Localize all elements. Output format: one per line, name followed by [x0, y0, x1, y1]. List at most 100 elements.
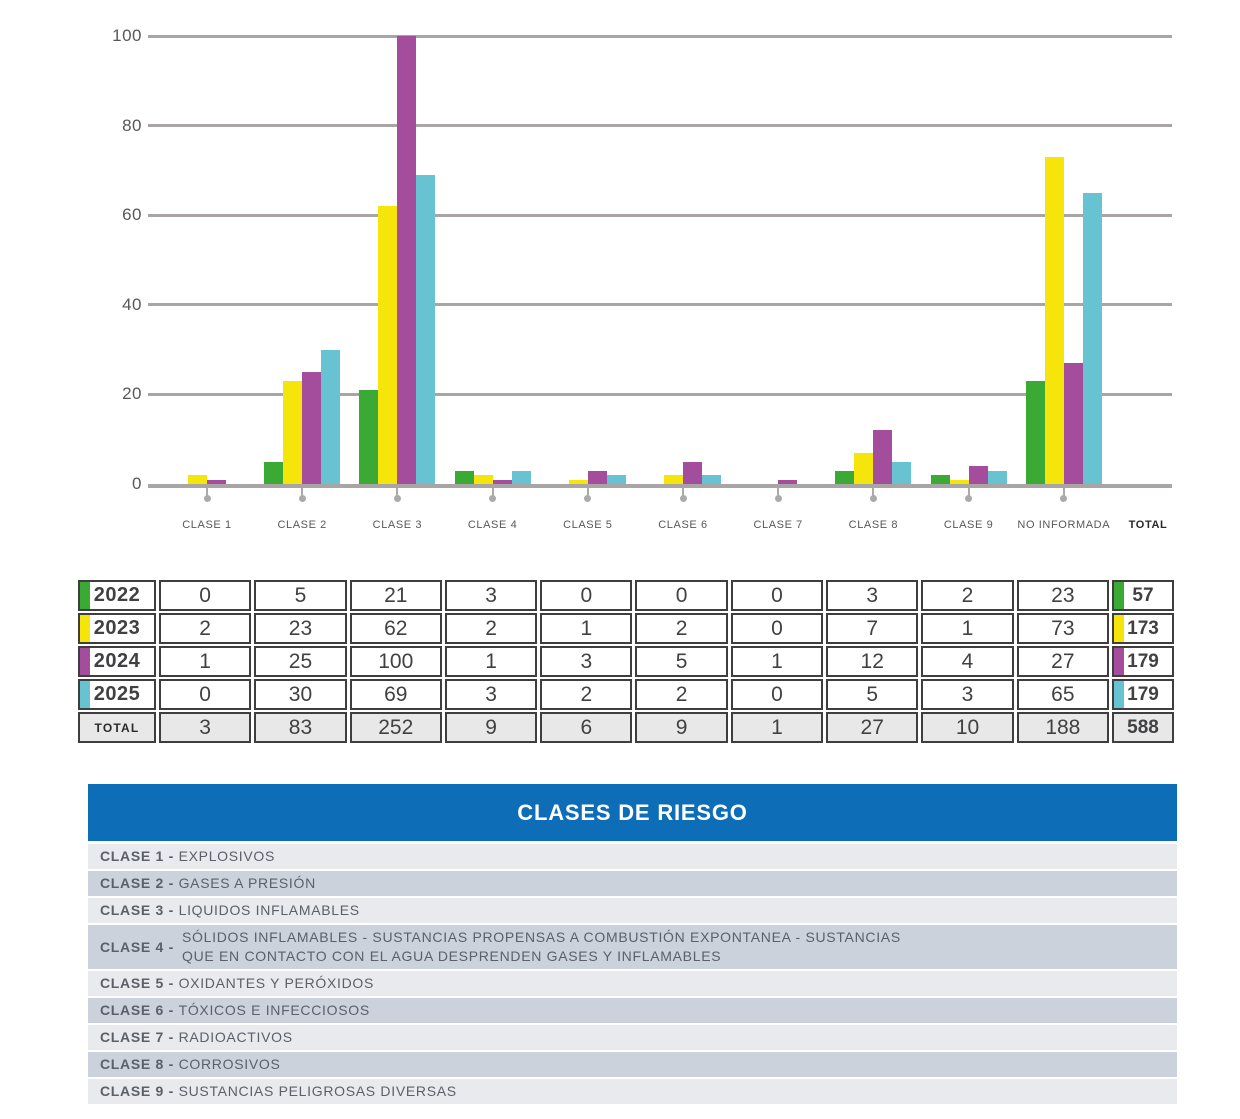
- legend-item-text: EXPLOSIVOS: [178, 848, 276, 864]
- x-axis-category-label: CLASE 3: [372, 519, 423, 531]
- legend-item: CLASE 9 - SUSTANCIAS PELIGROSAS DIVERSAS: [88, 1079, 1177, 1104]
- y-axis-tick-label: 100: [112, 26, 142, 45]
- y-axis-tick-label: 40: [122, 294, 142, 314]
- bar-2024-clase-2: [302, 372, 322, 484]
- bar-2025-no-informada: [1082, 192, 1102, 484]
- table-row-2023: 2023 2 23 62 2 1 2 0 7 1 73 173: [78, 613, 1174, 644]
- axis-tick-pin-dot: [1060, 495, 1068, 502]
- axis-tick-pin-dot: [393, 495, 401, 502]
- table-cell: 1: [730, 646, 824, 677]
- legend-item-label: CLASE 9 -: [100, 1083, 179, 1099]
- table-cell: 0: [159, 580, 252, 611]
- axis-tick-pin: [491, 487, 494, 497]
- bar-2025-clase-2: [321, 349, 341, 484]
- table-cell: 188: [1016, 712, 1109, 743]
- series-color-swatch: [1114, 681, 1124, 708]
- axis-tick-pin: [586, 487, 589, 497]
- axis-tick-pin-dot: [203, 495, 211, 502]
- row-header-label: 2022: [93, 584, 141, 606]
- bar-2023-clase-9: [949, 479, 969, 484]
- row-header-cell: 2024: [78, 646, 156, 677]
- bar-2022-no-informada: [1025, 380, 1045, 484]
- legend-item: CLASE 2 - GASES A PRESIÓN: [88, 871, 1177, 896]
- table-cell: 83: [254, 712, 347, 743]
- bar-2024-no-informada: [1063, 363, 1083, 484]
- axis-tick-pin-dot: [774, 495, 782, 502]
- table-cell: 3: [444, 679, 538, 710]
- bar-2023-clase-6: [664, 475, 683, 484]
- legend-item-text-line: SÓLIDOS INFLAMABLES - SUSTANCIAS PROPENS…: [181, 929, 901, 945]
- bar-2022-clase-3: [359, 389, 379, 484]
- table-cell: 0: [635, 580, 728, 611]
- axis-tick-pin: [682, 487, 684, 497]
- table-cell: 27: [826, 712, 919, 743]
- axis-tick-pin: [206, 487, 208, 497]
- axis-tick-pin-dot: [298, 495, 306, 502]
- table-cell: 6: [540, 712, 633, 743]
- bar-chart: 0 20 40 60 80 100 CLASE 1 CLASE 2 CLASE 3 CLASE 4…: [112, 26, 1172, 531]
- gridline-20: [148, 392, 1172, 396]
- gridline-100: [148, 34, 1172, 38]
- x-axis-category-label: CLASE 5: [563, 519, 613, 531]
- axis-tick-pin: [1062, 487, 1065, 497]
- gridline-40: [148, 303, 1172, 307]
- risk-classes-legend: CLASES DE RIESGO CLASE 1 - EXPLOSIVOS CLA…: [88, 784, 1177, 1106]
- row-header-cell: 2023: [78, 613, 156, 644]
- legend-rows: CLASE 1 - EXPLOSIVOS CLASE 2 - GASES A PR…: [88, 844, 1177, 1104]
- x-axis-category-label: CLASE 1: [182, 519, 232, 531]
- table-cell: 2: [159, 613, 252, 644]
- table-cell: 73: [1016, 613, 1109, 644]
- bar-2022-clase-9: [930, 475, 950, 484]
- legend-item-text: LIQUIDOS INFLAMABLES: [178, 902, 360, 918]
- bar-2023-clase-1: [188, 475, 207, 484]
- x-axis-category-label: CLASE 7: [753, 519, 803, 531]
- table-cell: 9: [444, 712, 538, 743]
- y-axis-tick-label: 80: [122, 115, 142, 135]
- table-cell: 69: [349, 679, 442, 710]
- bar-2025-clase-5: [606, 475, 626, 484]
- axis-tick-pin-dot: [679, 495, 687, 502]
- table-cell: 27: [1016, 646, 1109, 677]
- table-cell: 3: [159, 712, 252, 743]
- table-cell: 21: [349, 580, 442, 611]
- bar-2025-clase-3: [416, 174, 436, 484]
- legend-item-label: CLASE 8 -: [100, 1056, 179, 1072]
- legend-item-text: OXIDANTES Y PERÓXIDOS: [178, 975, 375, 991]
- table-row-total: TOTAL 3 83 252 9 6 9 1 27 10 188 588: [78, 712, 1174, 743]
- table-cell: 1: [444, 646, 538, 677]
- x-axis-category-label: CLASE 2: [277, 519, 327, 531]
- gridline-60: [148, 213, 1172, 217]
- legend-item-text-line: QUE EN CONTACTO CON EL AGUA DESPRENDEN G…: [181, 948, 722, 964]
- legend-item: CLASE 7 - RADIOACTIVOS: [88, 1025, 1177, 1050]
- table-cell: 1: [540, 613, 633, 644]
- legend-item-text: TÓXICOS E INFECCIOSOS: [178, 1002, 370, 1018]
- table-cell: 2: [921, 580, 1014, 611]
- axis-tick-pin: [967, 487, 970, 497]
- axis-tick-pin-dot: [965, 495, 973, 502]
- bar-2025-clase-4: [511, 470, 531, 484]
- table-cell: 2: [635, 679, 728, 710]
- bar-2023-clase-5: [568, 479, 588, 484]
- table-cell: 0: [159, 679, 252, 710]
- series-color-swatch: [80, 582, 90, 609]
- table-cell: 30: [254, 679, 347, 710]
- row-header-label: 2023: [93, 617, 141, 639]
- legend-item-label: CLASE 5 -: [100, 975, 179, 991]
- legend-item-label: CLASE 4 -: [100, 938, 174, 955]
- row-total-cell: 57: [1112, 580, 1174, 611]
- y-axis-tick-label: 20: [122, 384, 142, 404]
- bar-2023-clase-4: [473, 475, 493, 484]
- bar-2022-clase-2: [264, 461, 284, 484]
- table-cell: 3: [444, 580, 538, 611]
- axis-tick-pin-dot: [489, 495, 497, 502]
- x-axis-category-label: CLASE 6: [658, 519, 708, 531]
- table-cell: 12: [826, 646, 919, 677]
- bar-2023-clase-8: [854, 452, 874, 484]
- row-total-cell: 588: [1112, 712, 1174, 743]
- bar-2024-clase-8: [873, 430, 893, 484]
- legend-item: CLASE 6 - TÓXICOS E INFECCIOSOS: [88, 998, 1177, 1023]
- bar-2023-no-informada: [1044, 156, 1064, 484]
- table-cell: 5: [826, 679, 919, 710]
- axis-tick-pin: [301, 487, 304, 497]
- legend-item-label: CLASE 7 -: [100, 1029, 179, 1045]
